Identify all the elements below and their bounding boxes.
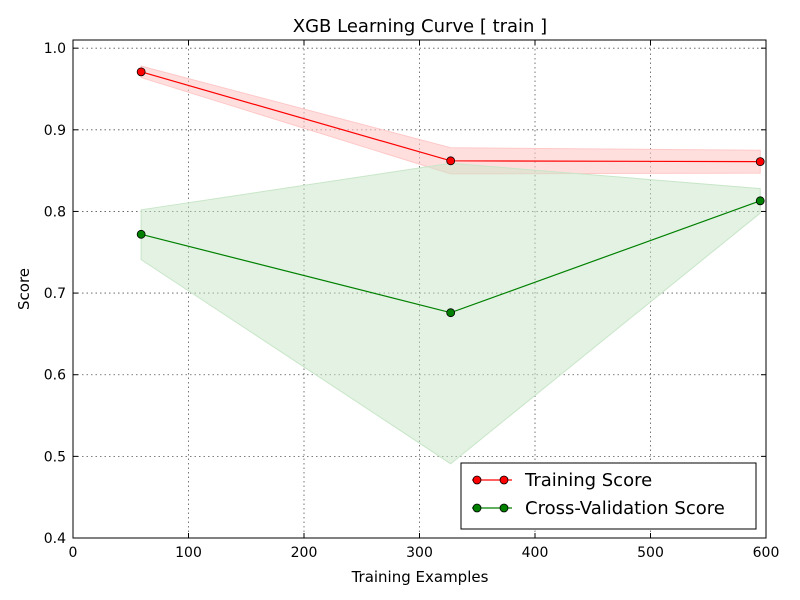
legend-marker-cv [472, 503, 482, 513]
y-tick-label: 0.5 [44, 449, 66, 465]
score-band-0 [140, 65, 761, 175]
x-tick-label: 100 [175, 545, 202, 561]
legend-marker-cv [499, 503, 509, 513]
x-axis-label: Training Examples [351, 568, 489, 586]
x-tick-label: 500 [637, 545, 664, 561]
data-point-0 [755, 157, 765, 167]
y-tick-label: 0.7 [44, 286, 66, 302]
data-point-1 [755, 196, 765, 206]
axis-ticks: 0 100 200 300 400 500 600 0.4 0.5 0.6 0.7 0.8 0.9 1.0 [44, 40, 780, 561]
y-tick-label: 0.9 [44, 123, 66, 139]
chart-title: XGB Learning Curve [ train ] [293, 16, 547, 37]
x-tick-label: 600 [753, 545, 780, 561]
legend-marker-training [499, 475, 509, 485]
data-point-1 [446, 308, 456, 318]
legend-label-training: Training Score [524, 470, 652, 491]
legend-label-cv: Cross-Validation Score [525, 498, 725, 519]
x-tick-label: 300 [406, 545, 433, 561]
y-axis-label: Score [15, 268, 33, 310]
y-tick-label: 0.4 [44, 531, 66, 547]
y-tick-label: 1.0 [44, 41, 66, 57]
series-points [136, 67, 765, 318]
data-point-1 [136, 229, 146, 239]
legend: Training Score Cross-Validation Score [460, 462, 757, 530]
x-tick-label: 0 [69, 545, 78, 561]
y-tick-label: 0.6 [44, 368, 66, 384]
data-point-0 [446, 156, 456, 166]
legend-marker-training [472, 475, 482, 485]
x-tick-label: 400 [522, 545, 549, 561]
data-point-0 [136, 67, 146, 77]
x-tick-label: 200 [291, 545, 318, 561]
score-bands [140, 65, 761, 465]
legend-box [460, 462, 757, 530]
y-tick-label: 0.8 [44, 204, 66, 220]
